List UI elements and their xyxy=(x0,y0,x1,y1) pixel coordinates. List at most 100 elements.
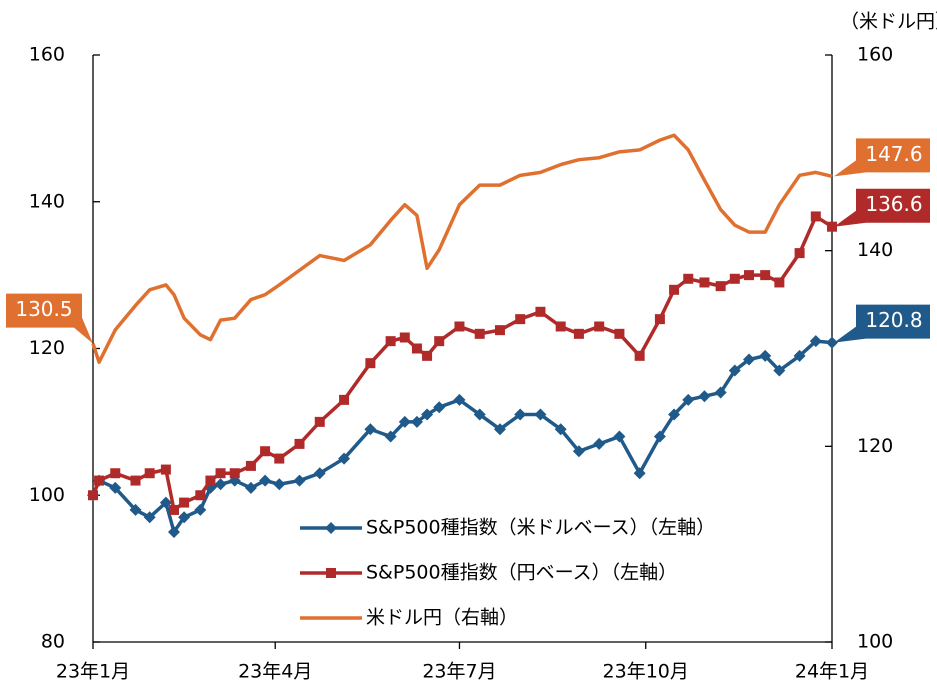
x-tick-label: 23年4月 xyxy=(238,661,312,683)
point-marker xyxy=(365,358,376,369)
point-marker xyxy=(194,503,207,516)
point-marker xyxy=(572,445,585,458)
x-tick-label: 23年1月 xyxy=(56,661,130,683)
point-marker xyxy=(110,468,121,479)
point-marker xyxy=(143,511,156,524)
point-marker xyxy=(160,464,171,475)
point-marker xyxy=(422,350,433,361)
point-marker xyxy=(313,467,326,480)
point-marker xyxy=(614,328,625,339)
point-marker xyxy=(314,416,325,427)
callout-text: 120.8 xyxy=(865,308,922,332)
y2-tick-label: 140 xyxy=(857,239,893,261)
series xyxy=(87,335,838,538)
point-marker xyxy=(473,408,486,421)
point-marker xyxy=(634,350,645,361)
point-marker xyxy=(434,336,445,347)
y-tick-label: 80 xyxy=(41,631,65,653)
point-marker xyxy=(294,438,305,449)
x-tick-label: 23年7月 xyxy=(422,661,496,683)
point-marker xyxy=(178,511,191,524)
x-tick-label: 23年10月 xyxy=(603,661,689,683)
point-marker xyxy=(399,332,410,343)
point-marker xyxy=(699,277,710,288)
point-marker xyxy=(809,335,822,348)
point-marker xyxy=(698,390,711,403)
point-marker xyxy=(494,325,505,336)
point-marker xyxy=(743,270,754,281)
point-marker xyxy=(109,481,122,494)
point-marker xyxy=(385,336,396,347)
legend-label: 米ドル円（右軸） xyxy=(366,607,518,629)
y-tick-label: 100 xyxy=(29,484,65,506)
point-marker xyxy=(493,423,506,436)
point-marker xyxy=(555,321,566,332)
callout-text: 130.5 xyxy=(15,297,72,321)
series-line xyxy=(91,214,833,512)
series xyxy=(88,211,837,515)
callout: 147.6 xyxy=(834,138,930,177)
point-marker xyxy=(421,408,434,421)
point-marker xyxy=(410,415,423,428)
callout: 130.5 xyxy=(6,293,93,344)
point-marker xyxy=(384,430,397,443)
point-marker xyxy=(195,490,206,501)
point-marker xyxy=(273,478,286,491)
point-marker xyxy=(715,281,726,292)
point-marker xyxy=(159,496,172,509)
point-marker xyxy=(669,284,680,295)
callout: 120.8 xyxy=(834,304,930,343)
point-marker xyxy=(326,568,336,578)
point-marker xyxy=(474,328,485,339)
point-marker xyxy=(653,430,666,443)
point-marker xyxy=(759,349,772,362)
point-marker xyxy=(794,248,805,259)
point-marker xyxy=(827,221,837,232)
point-marker xyxy=(433,401,446,414)
point-marker xyxy=(245,460,256,471)
point-marker xyxy=(760,270,771,281)
point-marker xyxy=(129,503,142,516)
callout-box xyxy=(834,188,930,227)
point-marker xyxy=(229,468,240,479)
point-marker xyxy=(793,349,806,362)
point-marker xyxy=(244,481,257,494)
point-marker xyxy=(773,364,786,377)
point-marker xyxy=(729,273,740,284)
callout-box xyxy=(834,138,930,177)
y2-tick-label: 160 xyxy=(857,44,893,66)
point-marker xyxy=(325,522,337,534)
point-marker xyxy=(826,336,838,349)
y2-tick-label: 100 xyxy=(857,631,893,653)
point-marker xyxy=(810,211,821,222)
point-marker xyxy=(554,423,567,436)
y-tick-label: 160 xyxy=(29,44,65,66)
point-marker xyxy=(573,328,584,339)
point-marker xyxy=(668,408,681,421)
y2-tick-label: 120 xyxy=(857,435,893,457)
point-marker xyxy=(453,393,466,406)
legend-label: S&P500種指数（円ベース）（左軸） xyxy=(366,562,677,584)
series-line xyxy=(91,339,833,534)
callout-text: 147.6 xyxy=(865,142,922,166)
point-marker xyxy=(205,475,216,486)
point-marker xyxy=(728,364,741,377)
x-tick-label: 24年1月 xyxy=(795,661,869,683)
y-tick-label: 140 xyxy=(29,190,65,212)
point-marker xyxy=(130,475,141,486)
point-marker xyxy=(94,475,105,486)
point-marker xyxy=(293,474,306,487)
point-marker xyxy=(514,408,527,421)
series xyxy=(91,133,833,364)
point-marker xyxy=(411,343,422,354)
point-marker xyxy=(167,525,180,538)
point-marker xyxy=(260,446,271,457)
callout-text: 136.6 xyxy=(865,192,922,216)
point-marker xyxy=(654,314,665,325)
y-tick-label: 120 xyxy=(29,337,65,359)
point-marker xyxy=(215,468,226,479)
point-marker xyxy=(534,408,547,421)
point-marker xyxy=(88,490,98,501)
point-marker xyxy=(398,415,411,428)
